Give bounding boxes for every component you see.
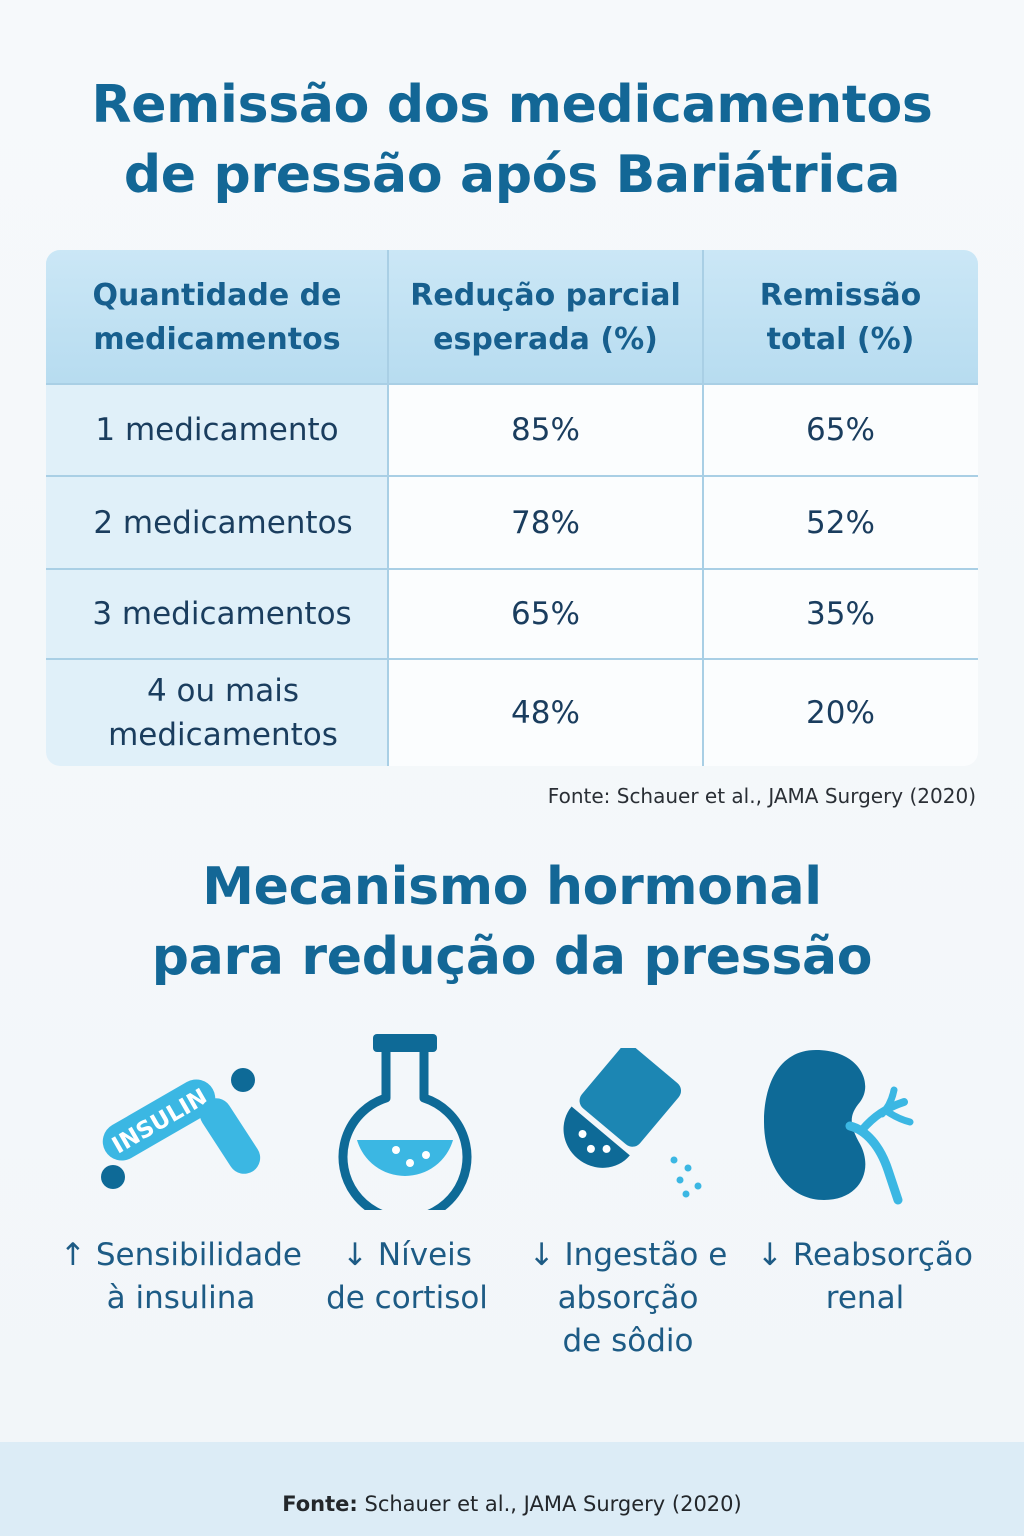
table-row-label: 2 medicamentos bbox=[93, 504, 353, 541]
table-cell-total: 52% bbox=[806, 504, 875, 541]
table-row-label: 1 medicamento bbox=[95, 412, 339, 448]
mechanism-label-sodium: ↓ Ingestão e absorção de sôdio bbox=[528, 1237, 728, 1359]
remission-table: Quantidade de medicamentos Redução parcia… bbox=[46, 250, 978, 766]
mechanism-label-insulin: ↑ Sensibilidade à insulina bbox=[60, 1237, 302, 1316]
footer: Fonte: Schauer et al., JAMA Surgery (202… bbox=[0, 1442, 1024, 1536]
table-cell-total: 20% bbox=[806, 695, 875, 731]
main-title: Remissão dos medicamentos de pressão apó… bbox=[0, 70, 1024, 210]
kidney-icon bbox=[764, 1050, 914, 1205]
table-cell-partial: 85% bbox=[511, 412, 580, 448]
mechanism-label-cortisol: ↓ Níveis de cortisol bbox=[326, 1237, 488, 1316]
header-total-remission: Remissão total (%) bbox=[759, 278, 922, 357]
column-divider bbox=[387, 250, 389, 766]
mechanism-title-line2: para redução da pressão bbox=[151, 927, 873, 987]
table-cell-partial: 48% bbox=[511, 695, 580, 731]
row-divider bbox=[46, 383, 978, 385]
row-divider bbox=[46, 568, 978, 570]
flask-icon bbox=[338, 1034, 472, 1210]
main-title-line1: Remissão dos medicamentos bbox=[91, 75, 933, 135]
table-cell-total: 65% bbox=[806, 412, 875, 448]
header-quantity: Quantidade de medicamentos bbox=[92, 278, 342, 357]
table-source: Fonte: Schauer et al., JAMA Surgery (202… bbox=[547, 784, 976, 808]
table-cell-partial: 65% bbox=[511, 596, 580, 632]
main-title-line2: de pressão após Bariátrica bbox=[123, 145, 901, 205]
table-cell-partial: 78% bbox=[511, 504, 580, 541]
row-divider bbox=[46, 658, 978, 660]
footer-source-label: Fonte: bbox=[282, 1492, 358, 1516]
table-row-label: 4 ou mais medicamentos bbox=[108, 673, 338, 753]
header-partial-reduction: Redução parcial esperada (%) bbox=[410, 278, 681, 357]
table-cell-total: 35% bbox=[806, 596, 875, 632]
mechanism-title: Mecanismo hormonal para redução da press… bbox=[0, 852, 1024, 992]
table-row-label: 3 medicamentos bbox=[92, 596, 352, 632]
mechanism-title-line1: Mecanismo hormonal bbox=[202, 857, 822, 917]
insulin-pill-icon: INSULIN bbox=[101, 1068, 261, 1189]
salt-shaker-icon bbox=[563, 1048, 702, 1198]
mechanism-label-renal: ↓ Reabsorção renal bbox=[757, 1237, 973, 1316]
row-divider bbox=[46, 475, 978, 477]
table-header-row bbox=[46, 250, 978, 384]
footer-source-text: Schauer et al., JAMA Surgery (2020) bbox=[364, 1492, 742, 1516]
column-divider bbox=[702, 250, 704, 766]
footer-source: Fonte: Schauer et al., JAMA Surgery (202… bbox=[0, 1492, 1024, 1516]
